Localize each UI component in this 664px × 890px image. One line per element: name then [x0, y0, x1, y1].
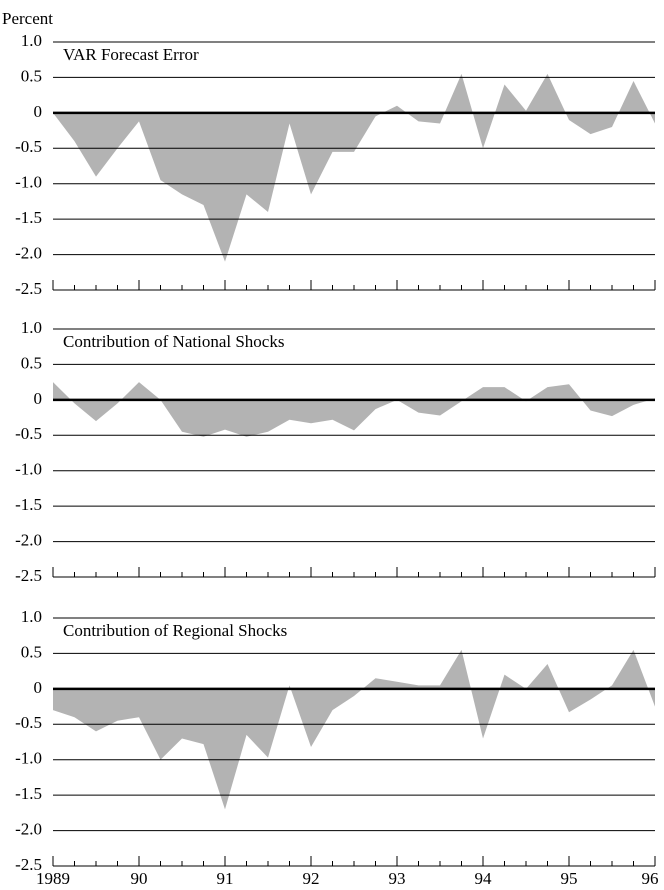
y-tick-label: -0.5: [15, 424, 42, 443]
y-tick-label: -2.5: [15, 566, 42, 585]
x-tick-label: 92: [303, 869, 320, 888]
y-tick-label: -0.5: [15, 137, 42, 156]
panel-title: Contribution of National Shocks: [63, 332, 284, 351]
y-tick-label: 0: [34, 389, 43, 408]
y-tick-label: -2.0: [15, 819, 42, 838]
x-tick-label: 95: [561, 869, 578, 888]
panel-title: VAR Forecast Error: [63, 45, 199, 64]
y-tick-label: 1.0: [21, 607, 42, 626]
y-tick-label: 0.5: [21, 66, 42, 85]
area: [53, 382, 655, 437]
y-tick-label: 1.0: [21, 31, 42, 50]
area: [53, 649, 655, 810]
y-tick-label: -2.5: [15, 279, 42, 298]
panel-title: Contribution of Regional Shocks: [63, 621, 287, 640]
y-tick-label: -1.5: [15, 495, 42, 514]
x-tick-label: 94: [475, 869, 493, 888]
y-tick-label: -1.5: [15, 208, 42, 227]
y-tick-label: -1.0: [15, 460, 42, 479]
area: [53, 73, 655, 262]
y-tick-label: -1.5: [15, 784, 42, 803]
y-tick-label: -1.0: [15, 749, 42, 768]
y-tick-label: 0: [34, 102, 43, 121]
y-tick-label: 0.5: [21, 353, 42, 372]
x-tick-label: 93: [389, 869, 406, 888]
y-axis-label: Percent: [2, 9, 53, 28]
y-tick-label: 1.0: [21, 318, 42, 337]
y-tick-label: 0: [34, 678, 43, 697]
x-tick-label: 91: [217, 869, 234, 888]
y-tick-label: -2.5: [15, 855, 42, 874]
x-tick-label: 96: [642, 869, 659, 888]
x-tick-label: 1989: [36, 869, 70, 888]
y-tick-label: -1.0: [15, 173, 42, 192]
y-tick-label: -2.0: [15, 243, 42, 262]
x-tick-label: 90: [131, 869, 148, 888]
y-tick-label: -2.0: [15, 530, 42, 549]
y-tick-label: 0.5: [21, 642, 42, 661]
y-tick-label: -0.5: [15, 713, 42, 732]
